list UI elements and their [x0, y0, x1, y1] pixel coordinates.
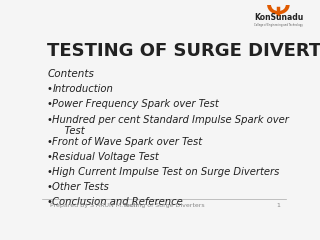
Text: •: • [46, 99, 52, 109]
Text: •: • [46, 152, 52, 162]
Text: Residual Voltage Test: Residual Voltage Test [52, 152, 159, 162]
Text: Power Frequency Spark over Test: Power Frequency Spark over Test [52, 99, 219, 109]
Text: •: • [46, 197, 52, 207]
Text: Introduction: Introduction [52, 84, 113, 94]
Text: Testing of Surge Diverters: Testing of Surge Diverters [123, 203, 205, 208]
Text: •: • [46, 182, 52, 192]
Text: •: • [46, 114, 52, 125]
Text: •: • [46, 84, 52, 94]
Text: Hundred per cent Standard Impulse Spark over
    Test: Hundred per cent Standard Impulse Spark … [52, 114, 289, 136]
Text: •: • [46, 137, 52, 146]
Text: Contents: Contents [47, 69, 94, 79]
Text: TESTING OF SURGE DIVERTERS: TESTING OF SURGE DIVERTERS [47, 42, 320, 60]
Text: Front of Wave Spark over Test: Front of Wave Spark over Test [52, 137, 203, 146]
Text: •: • [46, 167, 52, 177]
Text: College of Engineering and Technology: College of Engineering and Technology [254, 23, 303, 27]
Text: High Current Impulse Test on Surge Diverters: High Current Impulse Test on Surge Diver… [52, 167, 280, 177]
Text: 1: 1 [277, 203, 281, 208]
Text: Prepared By S ARUN M.Tech: Prepared By S ARUN M.Tech [50, 203, 137, 208]
Wedge shape [267, 5, 290, 14]
Text: Conclusion and Reference: Conclusion and Reference [52, 197, 183, 207]
Text: Other Tests: Other Tests [52, 182, 109, 192]
Text: KonSunadu: KonSunadu [254, 13, 303, 23]
